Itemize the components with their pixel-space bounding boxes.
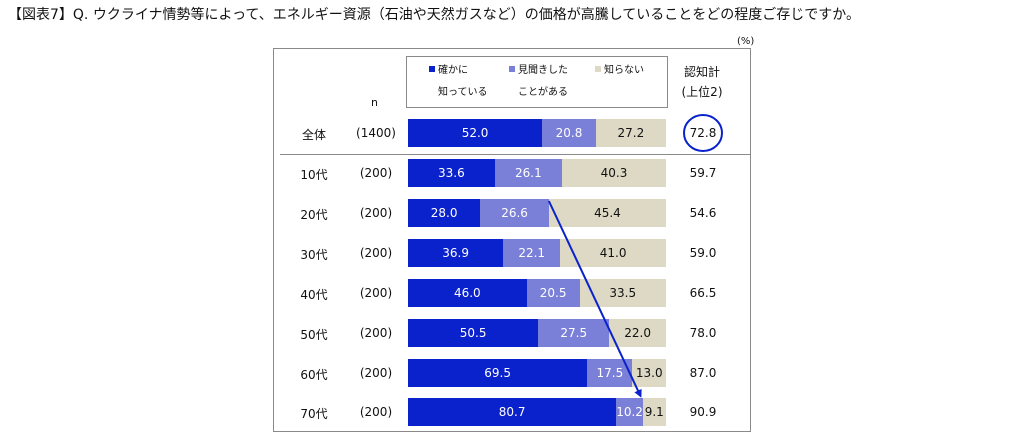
bar-segment-certain-7: 80.7: [408, 398, 617, 426]
bar-segment-unaware-5: 22.0: [609, 319, 666, 347]
chart-frame: [273, 48, 751, 432]
bar-segment-heard-4: 20.5: [526, 279, 580, 307]
bar-segment-unaware-2: 45.4: [548, 199, 666, 227]
awareness-header-line1: 認知計: [683, 65, 720, 79]
legend-label-unaware: 知らない: [604, 65, 644, 76]
row-n-3: (200): [359, 246, 393, 260]
row-label-7: 70代: [300, 407, 328, 421]
bar-segment-heard-3: 22.1: [503, 239, 561, 267]
row-label-4: 40代: [300, 288, 328, 302]
legend-swatch-certain: [429, 66, 435, 72]
bar-segment-certain-4: 46.0: [408, 279, 527, 307]
row-n-0: (1400): [356, 126, 396, 140]
awareness-value-0: 72.8: [689, 126, 717, 140]
legend-swatch-heard: [509, 66, 515, 72]
bar-segment-heard-1: 26.1: [494, 159, 563, 187]
legend-label-certain-2: 知っている: [438, 87, 488, 98]
bar-segment-unaware-1: 40.3: [562, 159, 666, 187]
row-n-2: (200): [359, 206, 393, 220]
awareness-value-2: 54.6: [689, 206, 717, 220]
awareness-value-5: 78.0: [689, 326, 717, 340]
row-label-6: 60代: [300, 368, 328, 382]
bar-segment-unaware-7: 9.1: [642, 398, 666, 426]
row-n-1: (200): [359, 166, 393, 180]
legend-item-certain: 確かに: [429, 61, 468, 81]
row-n-5: (200): [359, 326, 393, 340]
legend-label-certain-1: 確かに: [438, 65, 468, 76]
bar-segment-unaware-4: 33.5: [579, 279, 666, 307]
bar-segment-unaware-0: 27.2: [595, 119, 666, 147]
bar-segment-heard-5: 27.5: [538, 319, 610, 347]
row-label-3: 30代: [300, 248, 328, 262]
awareness-value-3: 59.0: [689, 246, 717, 260]
awareness-value-7: 90.9: [689, 405, 717, 419]
row-n-6: (200): [359, 366, 393, 380]
annotation-arrow: [547, 200, 642, 398]
row-n-7: (200): [359, 405, 393, 419]
row-label-5: 50代: [300, 328, 328, 342]
bar-segment-certain-5: 50.5: [408, 319, 539, 347]
bar-segment-certain-3: 36.9: [408, 239, 504, 267]
bar-segment-certain-2: 28.0: [408, 199, 481, 227]
legend-swatch-unaware: [595, 66, 601, 72]
awareness-value-6: 87.0: [689, 366, 717, 380]
unit-label: (%): [737, 36, 755, 47]
row-label-0: 全体: [301, 128, 326, 142]
highlight-circle: [683, 114, 723, 152]
awareness-header: 認知計 (上位2): [680, 62, 724, 102]
awareness-value-4: 66.5: [689, 286, 717, 300]
legend: 確かに 知っている 見聞きした ことがある 知らない: [406, 56, 668, 108]
awareness-header-line2: (上位2): [681, 85, 723, 99]
bar-segment-certain-6: 69.5: [408, 359, 588, 387]
legend-label-heard-1: 見聞きした: [518, 65, 568, 76]
legend-item-unaware: 知らない: [595, 61, 644, 81]
legend-item-heard: 見聞きした: [509, 61, 568, 81]
chart-title: 【図表7】Q. ウクライナ情勢等によって、エネルギー資源（石油や天然ガスなど）の…: [8, 7, 861, 23]
bar-segment-heard-0: 20.8: [542, 119, 596, 147]
awareness-value-1: 59.7: [689, 166, 717, 180]
legend-label-heard-2: ことがある: [518, 87, 568, 98]
row-label-1: 10代: [300, 168, 328, 182]
bar-segment-unaware-6: 13.0: [632, 359, 666, 387]
row-label-2: 20代: [300, 208, 328, 222]
n-header: n: [371, 96, 378, 109]
row-n-4: (200): [359, 286, 393, 300]
bar-segment-certain-0: 52.0: [408, 119, 543, 147]
total-separator-line: [280, 154, 750, 155]
bar-segment-certain-1: 33.6: [408, 159, 495, 187]
bar-segment-heard-7: 10.2: [616, 398, 643, 426]
bar-segment-heard-2: 26.6: [480, 199, 549, 227]
